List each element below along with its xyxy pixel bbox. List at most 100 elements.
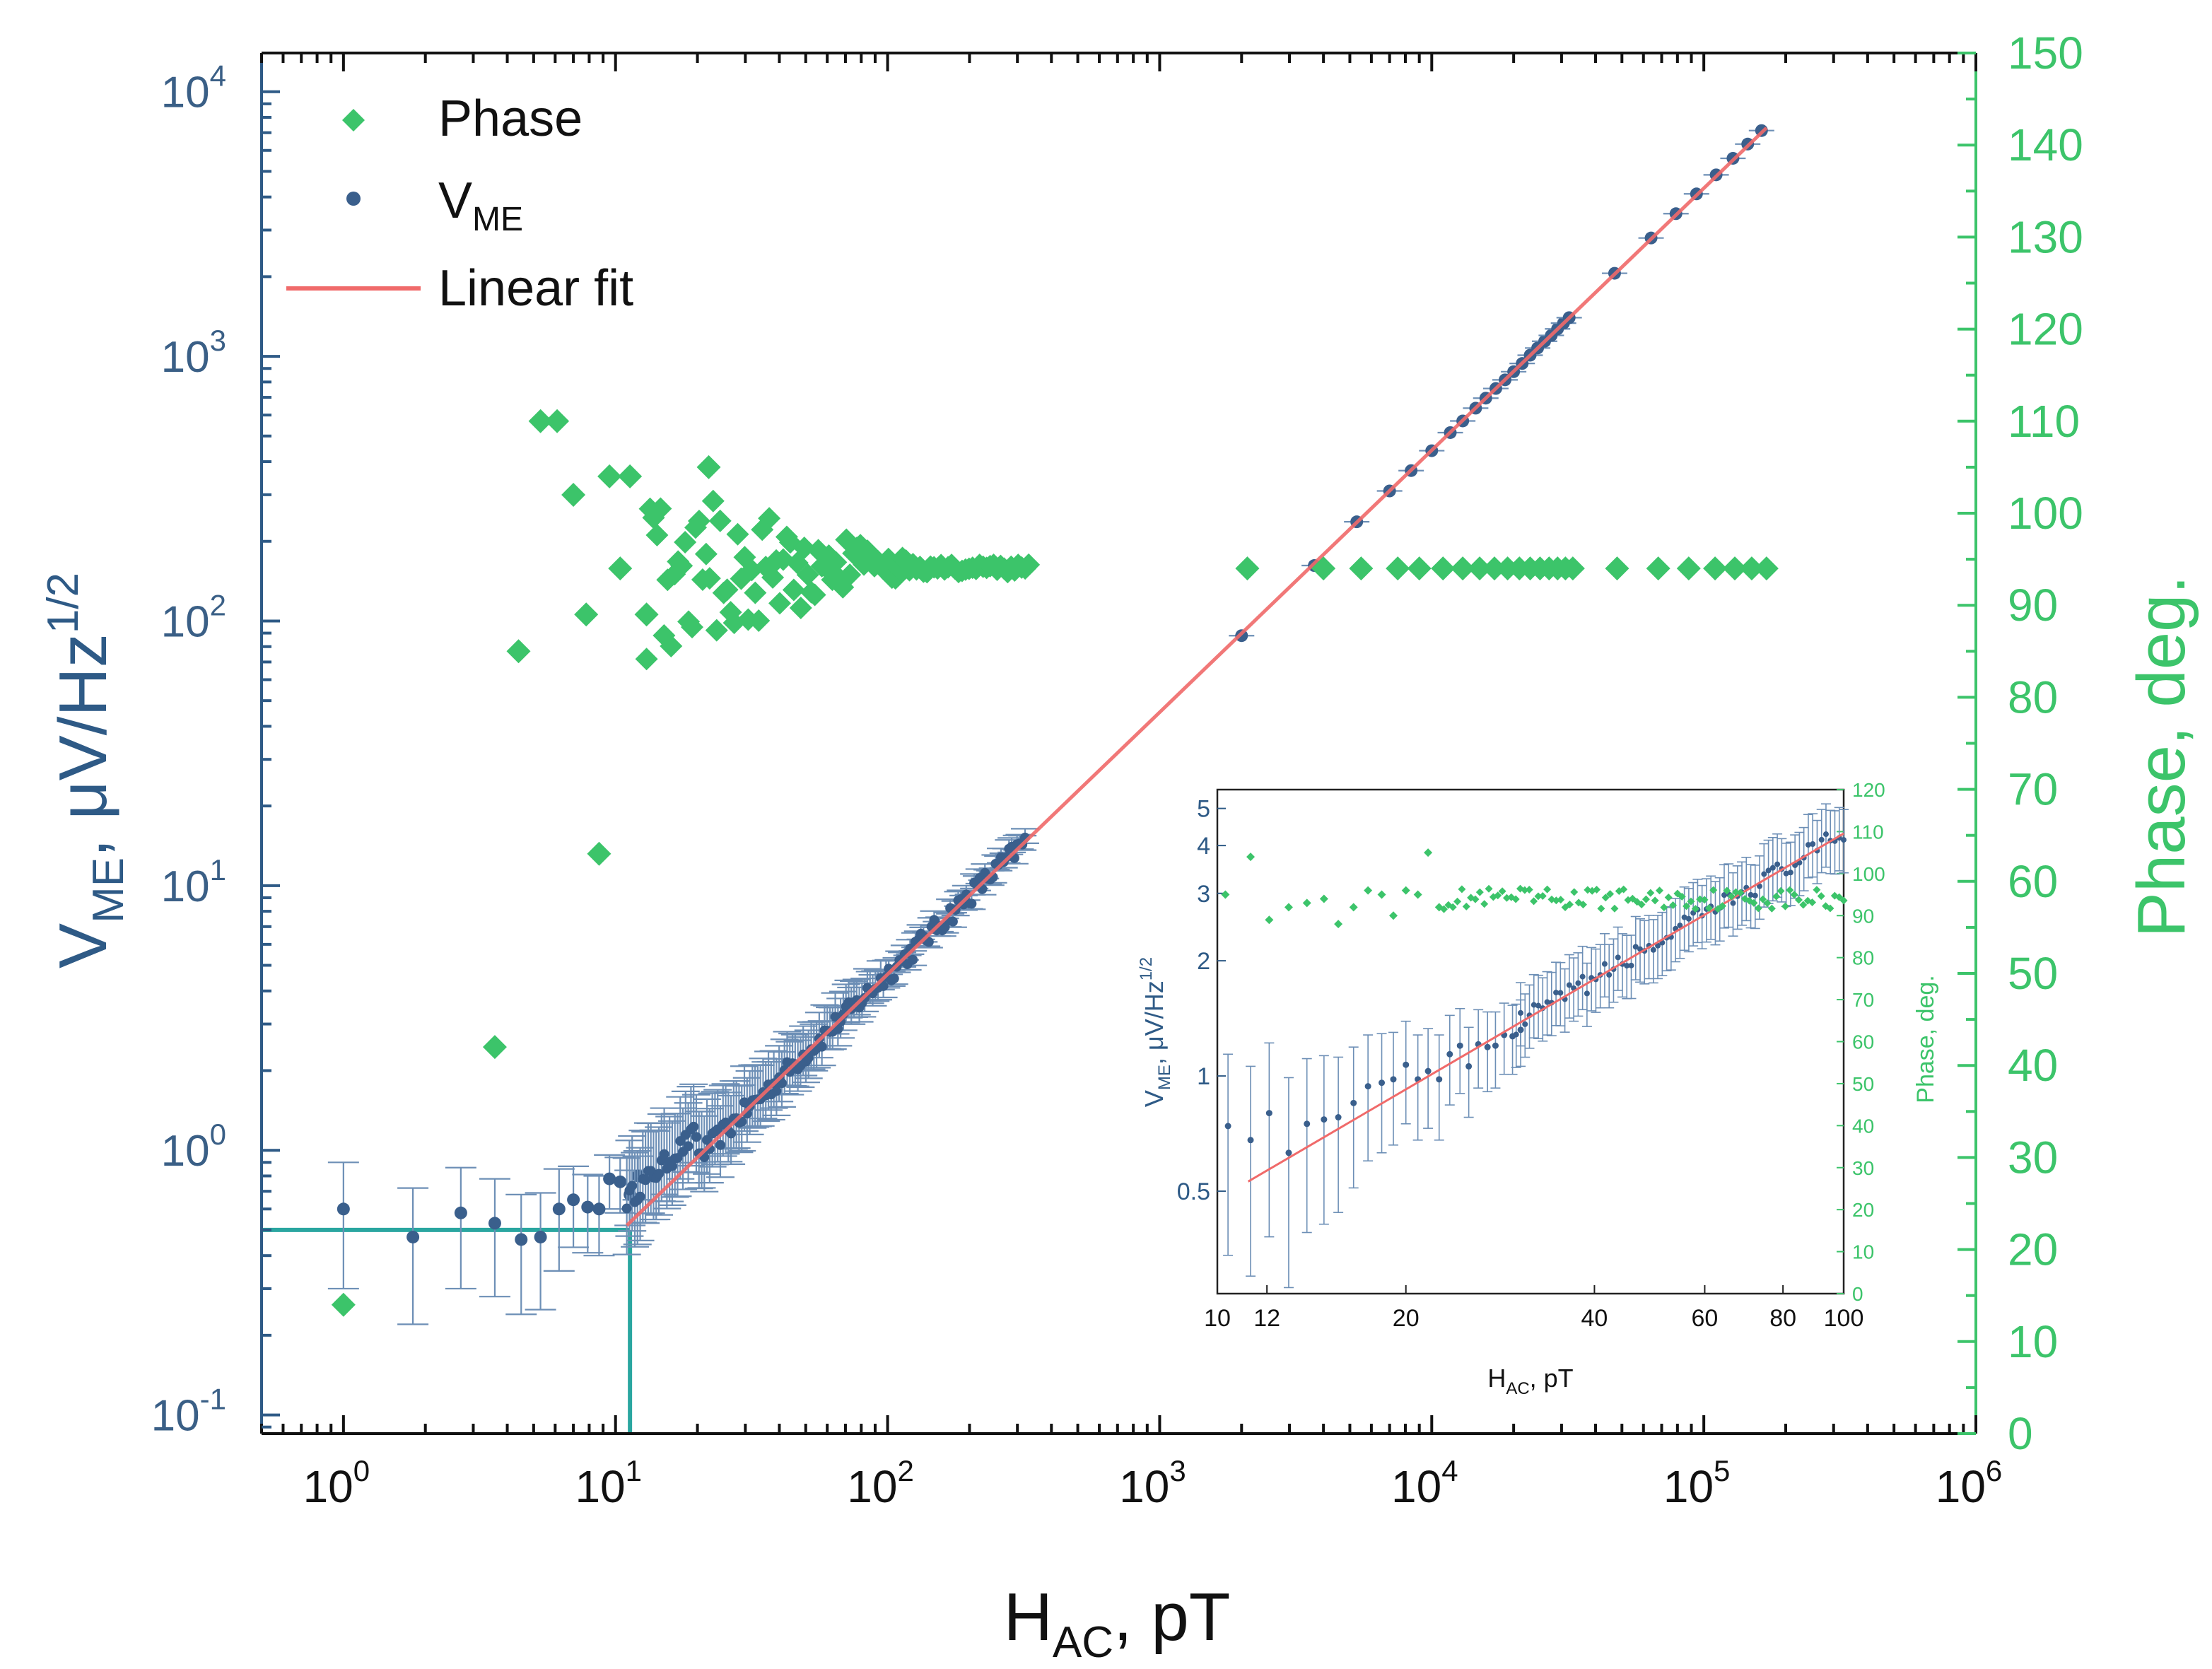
- phase-point: [687, 509, 710, 532]
- phase-point: [715, 578, 739, 602]
- inset-phase-point: [1808, 898, 1817, 907]
- y2-tick-label: 120: [2008, 304, 2083, 355]
- y2-tick-label: 40: [2008, 1040, 2058, 1091]
- phase-point: [634, 602, 659, 627]
- phase-point: [705, 619, 728, 642]
- y2-tick-label: 70: [2008, 764, 2058, 815]
- inset-y-tick-label: 1: [1197, 1063, 1210, 1090]
- y2-tick-label: 10: [2008, 1316, 2058, 1367]
- vme-point: [603, 1172, 616, 1185]
- inset-phase-point: [1593, 886, 1601, 894]
- inset-vme-point: [1787, 869, 1793, 876]
- phase-point: [792, 537, 816, 560]
- inset-phase-point: [1439, 905, 1448, 913]
- phase-point: [1349, 556, 1374, 581]
- inset-phase-point: [1424, 848, 1433, 857]
- inset-vme-point: [1685, 915, 1692, 922]
- inset-phase-point: [1319, 894, 1328, 903]
- phase-point: [789, 596, 812, 619]
- inset-x-tick-label: 80: [1769, 1305, 1796, 1332]
- phase-point: [1431, 556, 1456, 581]
- phase-point: [645, 523, 669, 546]
- inset-phase-point: [1839, 896, 1848, 905]
- legend-vme-marker: [346, 192, 361, 206]
- phase-point: [696, 455, 721, 479]
- phase-point: [674, 531, 697, 554]
- inset-vme-point: [1730, 900, 1736, 906]
- inset-vme-point: [1531, 1002, 1537, 1008]
- inset-phase-point: [1521, 886, 1529, 894]
- inset-phase-point: [1794, 896, 1803, 904]
- phase-point: [649, 497, 672, 520]
- phase-point: [574, 602, 599, 627]
- inset-phase-point: [1284, 903, 1293, 912]
- inset-y-axis-title: VME, μV/Hz1/2: [1137, 957, 1174, 1107]
- vme-point: [627, 1181, 638, 1191]
- inset-vme-point: [1424, 1067, 1432, 1074]
- inset-vme-point: [1403, 1061, 1410, 1068]
- inset-vme-point: [1677, 923, 1683, 929]
- phase-point: [1646, 556, 1670, 581]
- vme-point: [771, 1086, 782, 1096]
- inset-vme-point: [1579, 973, 1586, 980]
- inset-phase-point: [1637, 901, 1646, 909]
- inset-plot: 10 12 20 40 60 80 1000.51234501020304050607080…: [1137, 779, 1939, 1398]
- inset-vme-point: [1544, 999, 1550, 1005]
- inset-vme-point: [1285, 1149, 1292, 1156]
- y-tick-label: 10-1: [151, 1383, 226, 1441]
- y-tick-label: 100: [161, 1118, 226, 1176]
- inset-phase-point: [1669, 901, 1678, 909]
- inset-vme-point: [1517, 1009, 1523, 1016]
- inset-y-tick-label: 3: [1197, 881, 1210, 908]
- inset-phase-point: [1817, 892, 1825, 901]
- y-tick-label: 104: [161, 59, 226, 117]
- vme-point: [817, 1041, 827, 1052]
- inset-vme-point: [1390, 1076, 1397, 1083]
- phase-point: [331, 1292, 356, 1317]
- y-tick-label: 101: [161, 853, 226, 911]
- inset-phase-point: [1678, 892, 1686, 901]
- phase-point: [1235, 556, 1260, 581]
- inset-phase-point: [1651, 896, 1659, 905]
- y-tick-label: 102: [161, 588, 226, 646]
- inset-phase-point: [1538, 891, 1547, 900]
- inset-y2-tick-label: 20: [1852, 1199, 1874, 1221]
- phase-point: [1482, 556, 1506, 581]
- phase-point: [482, 1035, 507, 1060]
- inset-phase-point: [1525, 886, 1533, 894]
- inset-vme-point: [1456, 1042, 1463, 1049]
- inset-phase-point: [1759, 895, 1767, 903]
- inset-phase-point: [1732, 888, 1740, 896]
- axis-labels: HAC, pT VME, μV/Hz1/2 Phase, deg.: [39, 573, 2199, 1667]
- inset-phase-point: [1458, 885, 1466, 894]
- phase-point: [796, 563, 819, 587]
- inset-vme-point: [1783, 870, 1789, 877]
- inset-vme-point: [1761, 871, 1767, 877]
- inset-vme-point: [1557, 990, 1564, 996]
- inset-vme-point: [1247, 1137, 1254, 1144]
- inset-phase-point: [1579, 901, 1587, 909]
- inset-vme-point: [1513, 1031, 1519, 1038]
- inset-phase-point: [1786, 886, 1794, 894]
- inset-phase-point: [1377, 890, 1386, 899]
- inset-phase-point: [1413, 890, 1422, 899]
- inset-vme-point: [1436, 1076, 1443, 1083]
- y2-tick-label: 100: [2008, 488, 2083, 539]
- inset-y-tick-label: 5: [1197, 796, 1210, 823]
- vme-point: [454, 1206, 467, 1219]
- phase-point: [506, 639, 531, 664]
- inset-y2-tick-label: 30: [1852, 1157, 1874, 1179]
- phase-point: [528, 409, 553, 433]
- phase-point: [587, 841, 611, 866]
- inset-vme-point: [1841, 837, 1847, 843]
- y-axis-title: VME, μV/Hz1/2: [39, 573, 133, 968]
- phase-point: [1451, 556, 1475, 581]
- vme-point: [640, 1175, 651, 1185]
- vme-point: [654, 1169, 665, 1179]
- vme-point: [667, 1161, 677, 1171]
- inset-vme-point: [1655, 942, 1661, 949]
- x-axis-title: HAC, pT: [1004, 1579, 1231, 1667]
- inset-phase-point: [1334, 920, 1343, 929]
- inset-phase-point: [1660, 903, 1668, 912]
- y2-tick-label: 60: [2008, 856, 2058, 907]
